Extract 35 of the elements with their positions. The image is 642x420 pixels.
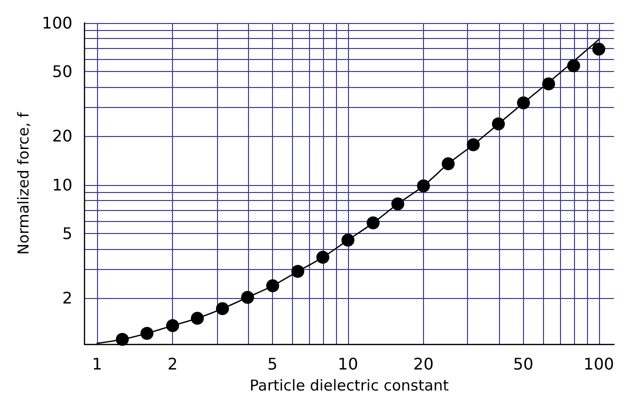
- point: [291, 264, 304, 278]
- y-axis-title: Normalized force, f: [14, 112, 32, 255]
- point: [592, 42, 606, 56]
- point: [366, 216, 380, 230]
- point: [442, 157, 455, 170]
- point: [190, 312, 204, 325]
- point: [517, 96, 530, 110]
- point: [241, 290, 254, 304]
- point: [216, 302, 229, 316]
- x-tick-label: 1: [92, 354, 102, 374]
- x-tick-label: 20: [413, 354, 434, 374]
- y-tick-label: 100: [42, 14, 72, 32]
- point: [140, 326, 154, 340]
- x-tick-label: 5: [267, 354, 278, 374]
- y-tick-label: 2: [62, 288, 72, 308]
- y-tick-label: 50: [52, 62, 72, 82]
- point: [492, 117, 505, 130]
- y-tick-label: 20: [52, 126, 72, 146]
- x-tick-label: 10: [338, 354, 358, 374]
- point: [391, 197, 404, 210]
- x-tick-label: 100: [584, 354, 614, 374]
- point: [466, 138, 480, 152]
- point: [567, 59, 580, 72]
- x-axis-title: Particle dielectric constant: [250, 376, 449, 394]
- y-tick-label: 5: [62, 224, 72, 244]
- point: [116, 332, 129, 346]
- point: [166, 319, 180, 332]
- y-tick-label: 10: [52, 175, 72, 194]
- x-tick-label: 50: [513, 354, 534, 374]
- point: [542, 77, 556, 90]
- point: [416, 179, 430, 192]
- point: [316, 250, 330, 264]
- x-tick-label: 2: [168, 354, 178, 374]
- point: [266, 279, 280, 292]
- point: [341, 234, 354, 247]
